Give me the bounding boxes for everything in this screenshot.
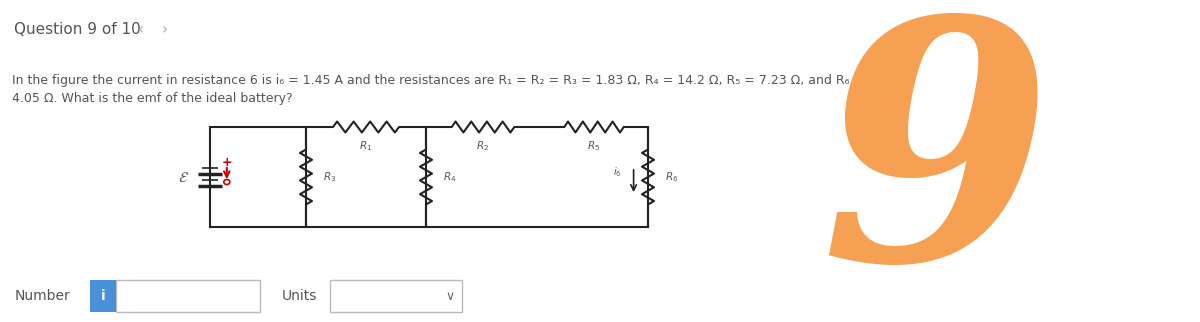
Text: $R_6$: $R_6$ xyxy=(665,170,678,184)
Text: ›: › xyxy=(162,23,168,37)
Text: 4.05 Ω. What is the emf of the ideal battery?: 4.05 Ω. What is the emf of the ideal bat… xyxy=(12,92,293,105)
Text: 9: 9 xyxy=(820,6,1051,322)
Text: Units: Units xyxy=(282,289,317,303)
Text: $R_3$: $R_3$ xyxy=(323,170,336,184)
Text: $i_6$: $i_6$ xyxy=(613,165,622,179)
Bar xyxy=(116,280,260,312)
Text: $R_1$: $R_1$ xyxy=(360,139,372,153)
Text: Number: Number xyxy=(14,289,70,303)
Text: +: + xyxy=(222,156,232,168)
Bar xyxy=(90,280,116,312)
Text: $R_5$: $R_5$ xyxy=(588,139,600,153)
Text: $R_2$: $R_2$ xyxy=(476,139,490,153)
Text: In the figure the current in resistance 6 is i₆ = 1.45 A and the resistances are: In the figure the current in resistance … xyxy=(12,74,864,87)
Text: ∨: ∨ xyxy=(445,289,455,302)
Text: $R_4$: $R_4$ xyxy=(443,170,456,184)
Bar xyxy=(330,280,462,312)
Text: $\mathcal{E}$: $\mathcal{E}$ xyxy=(178,169,190,185)
Text: Question 9 of 10: Question 9 of 10 xyxy=(14,23,142,37)
Text: ‹: ‹ xyxy=(138,23,144,37)
Text: i: i xyxy=(101,289,106,303)
